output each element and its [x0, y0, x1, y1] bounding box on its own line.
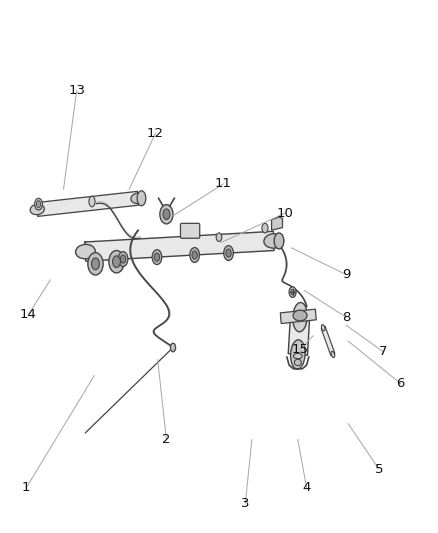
- Ellipse shape: [224, 246, 233, 261]
- Ellipse shape: [113, 256, 120, 268]
- Text: 7: 7: [379, 345, 388, 358]
- Polygon shape: [288, 316, 310, 356]
- Text: 10: 10: [276, 207, 293, 220]
- Text: 13: 13: [68, 84, 85, 97]
- Polygon shape: [280, 309, 316, 324]
- Ellipse shape: [264, 233, 283, 248]
- Text: 9: 9: [342, 268, 350, 281]
- Text: 3: 3: [241, 497, 250, 510]
- Ellipse shape: [294, 359, 301, 366]
- Polygon shape: [272, 217, 283, 230]
- Ellipse shape: [89, 196, 95, 207]
- Polygon shape: [321, 327, 335, 356]
- Ellipse shape: [289, 287, 296, 297]
- Polygon shape: [37, 191, 138, 216]
- Text: 5: 5: [374, 463, 383, 475]
- Text: 4: 4: [302, 481, 311, 494]
- Ellipse shape: [118, 252, 128, 266]
- Polygon shape: [85, 231, 274, 261]
- Ellipse shape: [109, 251, 124, 273]
- Ellipse shape: [192, 251, 197, 259]
- Ellipse shape: [262, 223, 268, 233]
- Ellipse shape: [163, 209, 170, 220]
- Text: 8: 8: [342, 311, 350, 324]
- Ellipse shape: [170, 343, 176, 352]
- Ellipse shape: [131, 193, 145, 204]
- Ellipse shape: [160, 205, 173, 224]
- Ellipse shape: [290, 340, 305, 369]
- Ellipse shape: [137, 191, 146, 206]
- Text: 12: 12: [147, 127, 164, 140]
- Ellipse shape: [92, 258, 99, 270]
- Ellipse shape: [120, 255, 126, 263]
- Ellipse shape: [190, 247, 199, 262]
- Text: 15: 15: [292, 343, 308, 356]
- Ellipse shape: [88, 253, 103, 275]
- Ellipse shape: [154, 253, 159, 261]
- Ellipse shape: [331, 351, 335, 358]
- Ellipse shape: [274, 233, 284, 249]
- Ellipse shape: [152, 249, 162, 264]
- Ellipse shape: [293, 353, 302, 359]
- Text: 2: 2: [162, 433, 171, 446]
- Ellipse shape: [35, 198, 42, 210]
- Ellipse shape: [76, 244, 95, 259]
- Ellipse shape: [226, 249, 231, 257]
- Ellipse shape: [36, 201, 41, 207]
- Ellipse shape: [291, 289, 294, 295]
- Ellipse shape: [216, 233, 222, 241]
- Ellipse shape: [293, 303, 307, 332]
- Text: 11: 11: [215, 177, 232, 190]
- Text: 6: 6: [396, 377, 405, 390]
- Ellipse shape: [321, 325, 325, 331]
- Ellipse shape: [30, 204, 44, 215]
- Ellipse shape: [293, 310, 307, 321]
- Text: 14: 14: [20, 308, 37, 321]
- Text: 1: 1: [22, 481, 31, 494]
- FancyBboxPatch shape: [180, 223, 200, 238]
